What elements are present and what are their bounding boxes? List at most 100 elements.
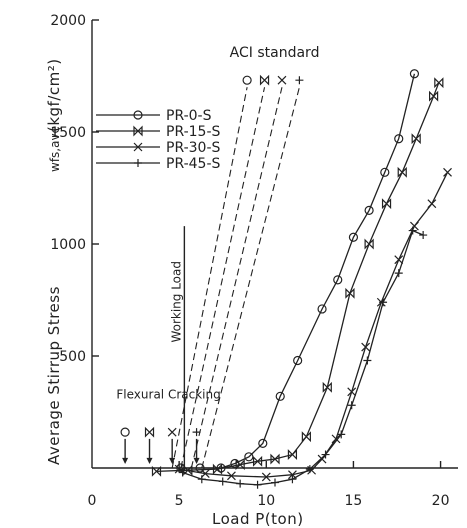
marker-plus	[305, 465, 314, 474]
marker-circle	[258, 438, 268, 448]
x-tick-label: 10	[257, 493, 275, 509]
marker-plus	[236, 479, 245, 488]
y-tick-label: 1500	[50, 125, 86, 141]
marker-bowtie	[381, 198, 392, 210]
legend: PR-0-SPR-15-SPR-30-SPR-45-S	[96, 108, 221, 172]
marker-plus	[134, 159, 142, 167]
tick-marks	[92, 19, 442, 468]
marker-plus	[408, 226, 417, 235]
marker-plus	[295, 76, 304, 85]
marker-x	[331, 434, 341, 444]
legend-label: PR-15-S	[166, 124, 221, 140]
y-tick-label: 2000	[50, 13, 86, 29]
marker-bowtie	[434, 77, 444, 89]
x-tick-labels: 0 5 10 15 20	[88, 493, 450, 509]
marker-bowtie	[151, 465, 162, 477]
cracking-arrowhead	[169, 457, 176, 464]
marker-plus	[288, 475, 297, 484]
cracking-arrowhead	[122, 457, 129, 464]
marker-x	[167, 427, 177, 437]
marker-circle	[293, 355, 303, 366]
legend-label: PR-45-S	[166, 156, 221, 172]
marker-x	[427, 199, 437, 209]
x-axis-label: Load P(ton)	[212, 510, 304, 528]
marker-plus	[347, 401, 356, 410]
marker-plus	[192, 428, 201, 437]
marker-bowtie	[322, 381, 332, 393]
series-line	[182, 229, 424, 486]
aci-standard-lines: ACI standard	[171, 45, 320, 469]
y-axis-label: Average Stirrup Stress	[45, 286, 63, 465]
marker-circle	[133, 110, 143, 120]
marker-x	[443, 167, 452, 177]
cracking-arrowhead	[146, 457, 153, 464]
x-tick-label: 5	[175, 493, 184, 509]
aci-line	[171, 87, 248, 469]
marker-plus	[271, 478, 279, 487]
y-tick-label: 500	[59, 349, 86, 365]
series-line	[156, 82, 440, 473]
y-axis-symbol: wfs,ave	[48, 126, 62, 172]
marker-bowtie	[259, 74, 270, 86]
marker-circle	[242, 75, 252, 85]
marker-circle	[409, 69, 420, 79]
marker-x	[261, 472, 271, 482]
marker-circle	[348, 232, 359, 242]
marker-bowtie	[301, 431, 311, 443]
legend-label: PR-30-S	[166, 140, 221, 156]
marker-bowtie	[212, 463, 223, 475]
marker-bowtie	[183, 464, 193, 476]
marker-plus	[218, 477, 227, 486]
marker-bowtie	[252, 455, 263, 467]
aci-standard-label: ACI standard	[230, 45, 320, 61]
marker-bowtie	[270, 453, 280, 465]
marker-circle	[120, 427, 130, 437]
marker-circle	[394, 134, 404, 144]
marker-bowtie	[411, 133, 421, 145]
marker-circle	[333, 275, 343, 285]
marker-x	[394, 255, 404, 265]
marker-circle	[275, 391, 285, 401]
annotations: Working Load Flexural Cracking	[116, 226, 221, 468]
marker-bowtie	[235, 459, 245, 471]
marker-circle	[364, 205, 374, 215]
marker-circle	[244, 452, 254, 462]
marker-plus	[419, 231, 428, 240]
marker-x	[133, 142, 143, 152]
marker-plus	[337, 430, 346, 439]
series-line	[178, 172, 449, 478]
legend-label: PR-0-S	[166, 108, 212, 124]
marker-bowtie	[397, 166, 407, 178]
marker-x	[410, 221, 419, 231]
aci-line	[180, 87, 266, 469]
marker-bowtie	[345, 287, 355, 299]
marker-circle	[380, 167, 390, 177]
marker-x	[361, 342, 371, 352]
series-lines	[156, 73, 449, 486]
marker-x	[227, 471, 236, 481]
series-line	[180, 73, 416, 469]
marker-bowtie	[133, 125, 143, 137]
x-tick-label: 20	[432, 493, 450, 509]
marker-plus	[178, 468, 187, 477]
marker-plus	[197, 475, 206, 484]
marker-circle	[195, 463, 205, 473]
marker-circle	[317, 304, 327, 314]
marker-plus	[363, 356, 372, 365]
cracking-arrowhead	[193, 457, 200, 464]
x-tick-label: 0	[88, 493, 97, 509]
y-axis-unit: (kgf/cm²)	[45, 58, 63, 132]
marker-bowtie	[144, 426, 155, 438]
marker-x	[347, 387, 357, 397]
marker-x	[277, 75, 287, 85]
marker-bowtie	[287, 449, 298, 461]
marker-plus	[321, 450, 330, 459]
marker-x	[174, 464, 184, 474]
marker-plus	[379, 298, 388, 307]
marker-plus	[253, 480, 262, 489]
marker-x	[200, 469, 210, 479]
marker-x	[307, 465, 317, 475]
marker-plus	[394, 269, 403, 278]
marker-x	[288, 470, 297, 480]
